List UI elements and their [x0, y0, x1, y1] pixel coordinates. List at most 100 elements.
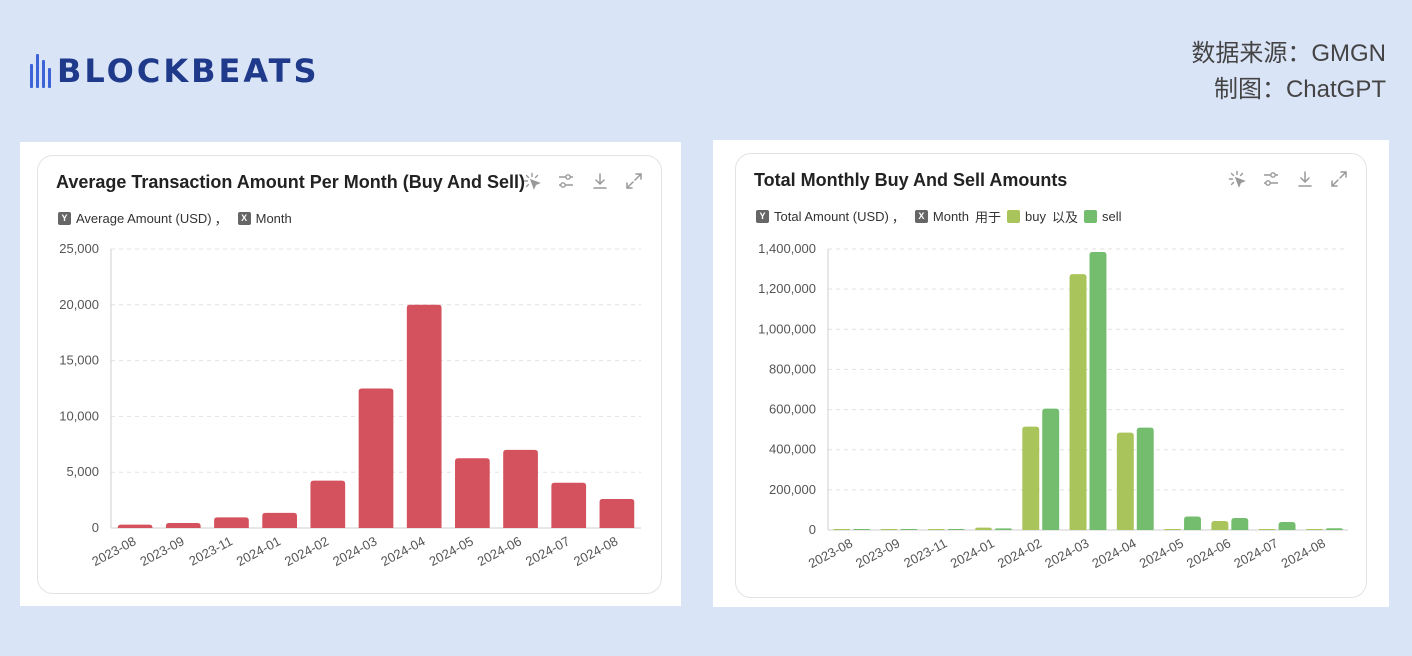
x-tick-label: 2024-01 — [948, 535, 997, 571]
x-tick-label: 2024-08 — [571, 533, 620, 569]
bar-buy — [1211, 520, 1229, 530]
chart-title: Total Monthly Buy And Sell Amounts — [754, 170, 1068, 190]
y-badge-icon: Y — [756, 210, 769, 223]
y-tick-label: 5,000 — [66, 464, 99, 479]
bar-sell — [1184, 516, 1201, 530]
x-tick-label: 2024-06 — [475, 533, 524, 569]
legend-y-label: Average Amount (USD) — [76, 211, 212, 226]
bar — [599, 498, 635, 528]
bar — [503, 449, 538, 528]
x-tick-label: 2024-07 — [1231, 535, 1280, 571]
y-tick-label: 800,000 — [769, 361, 816, 376]
bar-sell — [947, 529, 965, 530]
x-badge-icon: X — [914, 210, 928, 223]
legend-y-label: Total Amount (USD) — [774, 209, 889, 224]
chart-legend: Y Average Amount (USD) ， X Month — [58, 209, 292, 228]
magic-cursor-icon[interactable] — [523, 172, 541, 190]
y-tick-label: 1,400,000 — [758, 241, 816, 256]
chart-toolbar — [523, 172, 643, 190]
bar-sell — [1089, 252, 1107, 530]
bar-buy — [1069, 274, 1087, 530]
y-tick-label: 10,000 — [59, 408, 99, 423]
x-tick-label: 2024-08 — [1279, 535, 1328, 571]
chart-toolbar — [1228, 170, 1348, 188]
x-tick-label: 2024-02 — [282, 533, 331, 569]
y-tick-label: 20,000 — [59, 297, 99, 312]
x-tick-label: 2024-03 — [330, 533, 379, 569]
bar-buy — [927, 529, 945, 530]
legend-separator: ， — [214, 212, 228, 227]
y-tick-label: 1,000,000 — [758, 321, 816, 336]
bar — [455, 458, 490, 528]
bar — [262, 512, 297, 528]
chart-panel-total: Total Monthly Buy And Sell Amounts Y Tot… — [713, 140, 1389, 607]
y-tick-label: 200,000 — [769, 482, 816, 497]
bar-sell — [1231, 517, 1249, 530]
expand-icon[interactable] — [625, 172, 643, 190]
download-icon[interactable] — [1296, 170, 1314, 188]
bar-buy — [833, 529, 851, 530]
bar — [165, 522, 201, 528]
bar-sell — [900, 529, 918, 530]
chart-card-average: Average Transaction Amount Per Month (Bu… — [37, 155, 662, 594]
download-icon[interactable] — [591, 172, 609, 190]
x-badge-icon: X — [237, 212, 251, 225]
chart-legend: Y Total Amount (USD) ， X Month 用于 buy 以及… — [756, 207, 1122, 226]
x-tick-label: 2024-07 — [523, 533, 572, 569]
legend-x-label: Month — [255, 211, 292, 226]
legend-series-buy: buy — [1025, 209, 1047, 224]
x-tick-label: 2024-01 — [234, 533, 283, 569]
bar-sell — [1042, 408, 1060, 530]
x-tick-label: 2023-09 — [853, 535, 902, 571]
blockbeats-logo: BLOCKBEATS — [30, 52, 320, 90]
expand-icon[interactable] — [1330, 170, 1348, 188]
y-tick-label: 1,200,000 — [758, 281, 816, 296]
x-tick-label: 2024-05 — [1137, 535, 1186, 571]
x-tick-label: 2023-11 — [187, 533, 235, 568]
legend-joiner-for: 用于 — [975, 210, 1002, 225]
y-tick-label: 25,000 — [59, 241, 99, 256]
source-line-data: 数据来源：GMGN — [1191, 40, 1386, 67]
bar-sell — [853, 529, 871, 530]
bar-buy — [880, 529, 898, 530]
bar — [117, 524, 153, 528]
legend-series-sell: sell — [1102, 209, 1122, 224]
y-tick-label: 0 — [92, 520, 99, 535]
bar — [358, 388, 394, 528]
bar-buy — [1116, 432, 1134, 530]
bar-buy — [1258, 528, 1276, 530]
bar-buy — [975, 527, 992, 530]
bar-sell — [1278, 521, 1296, 530]
chart-panel-average: Average Transaction Amount Per Month (Bu… — [20, 142, 681, 606]
x-tick-label: 2024-05 — [427, 533, 476, 569]
y-tick-label: 400,000 — [769, 442, 816, 457]
bar-buy — [1164, 528, 1182, 530]
bar — [551, 482, 587, 528]
logo-bars-icon — [30, 54, 51, 88]
x-tick-label: 2024-04 — [378, 533, 427, 569]
x-tick-label: 2023-08 — [806, 535, 855, 571]
legend-joiner-and: 以及 — [1052, 210, 1079, 225]
bar-sell — [1136, 427, 1154, 530]
bar-sell — [994, 528, 1012, 530]
chart-card-total: Total Monthly Buy And Sell Amounts Y Tot… — [735, 153, 1367, 598]
x-tick-label: 2024-02 — [995, 535, 1044, 571]
sliders-icon[interactable] — [1262, 170, 1280, 188]
x-tick-label: 2024-06 — [1184, 535, 1233, 571]
chart-title: Average Transaction Amount Per Month (Bu… — [56, 172, 526, 192]
magic-cursor-icon[interactable] — [1228, 170, 1246, 188]
bar — [310, 480, 346, 528]
legend-separator: ， — [891, 210, 905, 225]
bar — [406, 304, 442, 528]
y-badge-icon: Y — [58, 212, 71, 225]
sliders-icon[interactable] — [557, 172, 575, 190]
legend-x-label: Month — [932, 209, 970, 224]
x-tick-label: 2024-04 — [1090, 535, 1139, 571]
y-tick-label: 600,000 — [769, 402, 816, 417]
x-tick-label: 2024-03 — [1042, 535, 1091, 571]
x-tick-label: 2023-11 — [901, 535, 949, 570]
source-credit: 数据来源：GMGN 制图：ChatGPT — [1191, 36, 1386, 108]
x-tick-label: 2023-09 — [138, 533, 187, 569]
bar-chart-total: 0 200,000 400,000 600,000 800,000 1,000,000 1,… — [758, 241, 1348, 571]
